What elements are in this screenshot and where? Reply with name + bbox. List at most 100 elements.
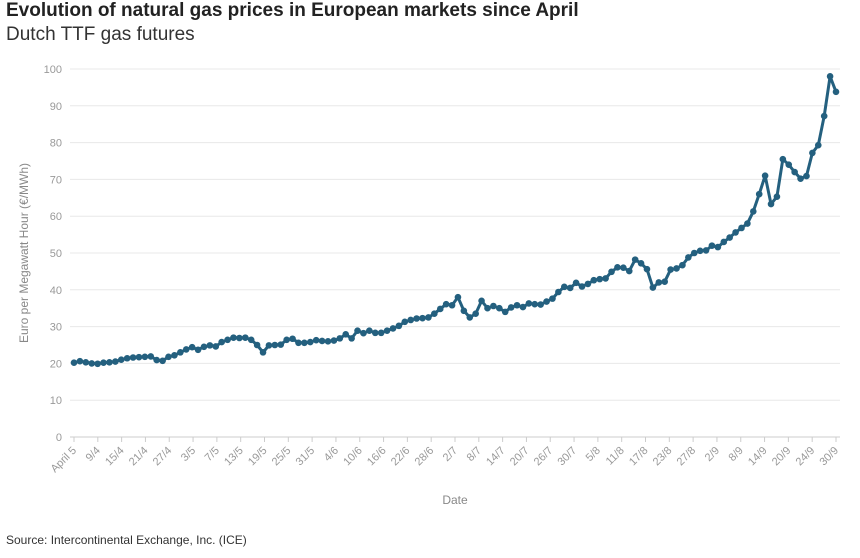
data-point — [76, 357, 84, 365]
x-tick-label: 28/6 — [413, 445, 437, 469]
x-axis-ticks: April 5 9/4 15/4 21/4 27/4 3/5 7/5 13/5 19/5 25/5… — [49, 437, 841, 476]
data-point — [525, 300, 533, 307]
data-point — [738, 224, 745, 232]
data-point — [283, 336, 290, 344]
data-point — [377, 329, 385, 337]
x-tick-label: 27/8 — [675, 445, 699, 469]
data-point — [419, 314, 426, 322]
x-tick-label: 30/7 — [556, 445, 580, 469]
data-point — [94, 360, 101, 368]
data-point — [744, 220, 751, 227]
x-tick-label: 13/5 — [222, 445, 246, 469]
data-point — [590, 276, 598, 284]
data-point — [431, 310, 438, 318]
data-point — [531, 300, 539, 308]
data-point — [324, 338, 332, 345]
y-tick-label: 40 — [50, 285, 62, 297]
x-tick-label: 11/8 — [604, 445, 627, 468]
data-point — [277, 341, 285, 348]
data-point — [366, 327, 373, 334]
source-note: Source: Intercontinental Exchange, Inc. … — [6, 533, 247, 547]
data-point — [389, 325, 397, 332]
data-point — [295, 339, 302, 347]
x-tick-label: 21/4 — [127, 445, 151, 469]
data-point — [318, 337, 326, 345]
data-point — [301, 339, 308, 347]
data-point — [224, 336, 231, 344]
x-tick-label: 2/7 — [441, 445, 460, 464]
data-point — [501, 308, 509, 316]
data-point — [519, 303, 527, 311]
data-point — [159, 357, 166, 365]
data-point — [732, 229, 739, 236]
y-tick-label: 60 — [50, 211, 62, 223]
data-point — [82, 359, 90, 366]
data-point — [100, 359, 107, 366]
data-point — [259, 349, 267, 356]
data-point — [631, 256, 639, 263]
data-point — [496, 304, 503, 312]
data-point — [779, 155, 787, 163]
data-point — [206, 342, 214, 349]
data-point — [602, 275, 609, 282]
data-point — [454, 293, 462, 301]
data-point — [708, 242, 716, 249]
data-point — [271, 341, 279, 349]
data-point — [620, 264, 627, 272]
data-point — [755, 190, 763, 198]
data-point — [791, 168, 798, 176]
x-axis-label: Date — [442, 493, 468, 507]
data-point — [614, 264, 621, 271]
y-tick-label: 50 — [50, 248, 62, 260]
x-tick-label: 4/6 — [322, 445, 341, 464]
data-point — [218, 338, 225, 346]
x-tick-label: 15/4 — [103, 445, 127, 469]
x-tick-label: 23/8 — [651, 445, 675, 469]
y-tick-label: 70 — [50, 174, 62, 186]
data-point — [141, 353, 149, 361]
data-point — [330, 337, 338, 344]
chart-title: Evolution of natural gas prices in Europ… — [6, 0, 579, 21]
y-tick-label: 20 — [50, 358, 62, 370]
data-point — [395, 322, 403, 330]
series-layer — [70, 73, 840, 368]
data-point — [312, 336, 320, 344]
data-point — [767, 200, 775, 208]
data-point — [401, 318, 409, 326]
data-point — [560, 283, 568, 291]
data-point — [566, 284, 574, 292]
data-point — [803, 172, 810, 180]
data-point — [685, 254, 692, 261]
data-point — [578, 283, 586, 290]
data-point — [761, 172, 769, 180]
data-point — [832, 88, 840, 96]
data-point — [625, 267, 633, 275]
x-tick-label: 8/9 — [727, 445, 746, 464]
data-point — [448, 301, 456, 309]
x-tick-label: 14/9 — [746, 445, 770, 469]
x-tick-label: 8/7 — [465, 445, 484, 464]
data-point — [348, 335, 355, 342]
data-point — [383, 327, 391, 334]
data-point — [342, 331, 350, 338]
x-tick-label: 17/8 — [627, 445, 651, 469]
data-point — [306, 338, 314, 346]
data-point — [643, 265, 651, 273]
data-point — [637, 260, 645, 267]
x-tick-label: 31/5 — [294, 445, 318, 469]
data-point — [773, 193, 781, 200]
data-point — [147, 353, 155, 360]
x-tick-label: 20/7 — [508, 445, 532, 469]
y-tick-label: 0 — [56, 432, 62, 444]
data-point — [702, 247, 710, 254]
data-point — [354, 327, 361, 334]
data-point — [667, 266, 674, 273]
data-point — [472, 310, 479, 318]
data-point — [655, 279, 663, 286]
data-point — [442, 300, 450, 308]
data-point — [809, 149, 816, 157]
x-tick-label: 16/6 — [365, 445, 389, 469]
x-tick-label: April 5 — [49, 445, 80, 476]
data-point — [106, 359, 113, 366]
